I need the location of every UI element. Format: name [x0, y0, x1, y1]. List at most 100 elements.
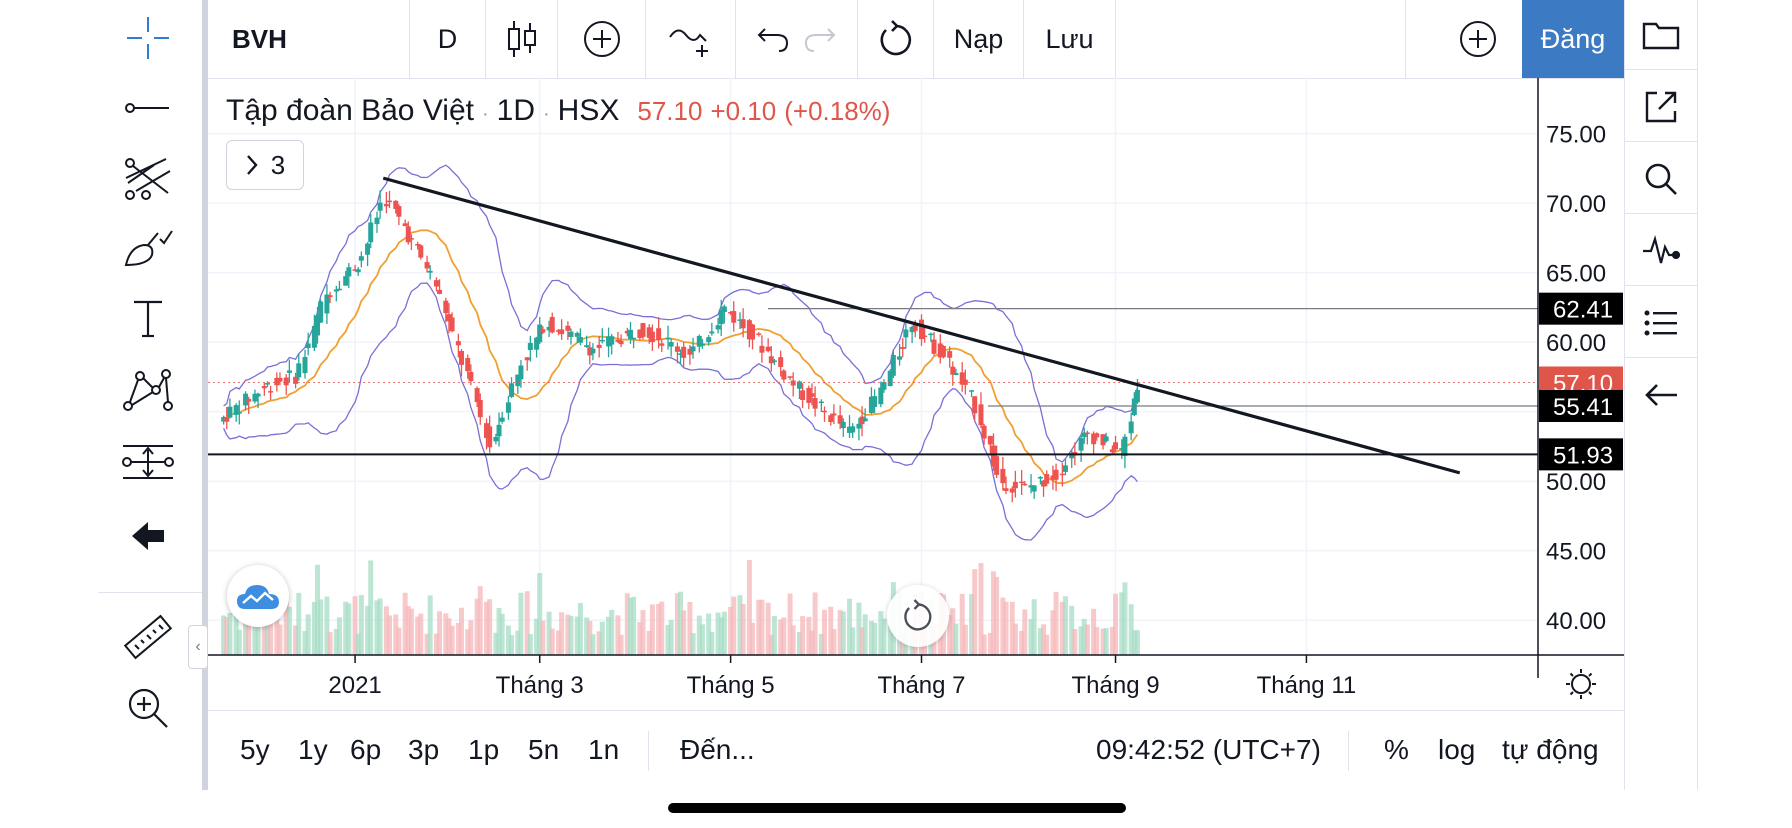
collapse-panel-button[interactable] [1625, 360, 1697, 430]
save-button[interactable]: Lưu [1024, 0, 1116, 78]
volume-bar [728, 606, 734, 655]
search-button[interactable] [1625, 144, 1697, 214]
text-tool-button[interactable] [116, 290, 180, 346]
volume-bar [283, 597, 289, 655]
candle [627, 321, 633, 344]
volume-bar [286, 606, 292, 655]
volume-bar [355, 633, 361, 655]
candle [346, 263, 352, 289]
symbol-search-button[interactable]: BVH [208, 0, 410, 78]
compare-button[interactable] [558, 0, 646, 78]
undo-icon[interactable] [757, 25, 789, 53]
candle [840, 418, 846, 437]
range-5n-button[interactable]: 5n [528, 734, 560, 765]
volume-bar [293, 625, 299, 655]
price-chart[interactable]: 75.0070.0065.0060.0055.0050.0045.0040.00… [208, 78, 1624, 708]
plus-circle-icon [1460, 21, 1496, 57]
add-button[interactable] [1444, 0, 1512, 78]
candle [565, 321, 571, 341]
volume-bar [509, 634, 515, 655]
back-tool-button[interactable] [116, 508, 180, 564]
auto-scale-button[interactable]: tự động [1502, 734, 1599, 765]
goto-date-button[interactable]: Đến... [680, 734, 755, 765]
volume-bar [590, 634, 596, 655]
candle [261, 383, 267, 396]
candle [534, 336, 540, 358]
range-6p-button[interactable]: 6p [350, 734, 382, 765]
moving-average-line [223, 229, 1139, 485]
volume-bar [781, 617, 787, 655]
candle [665, 325, 671, 350]
brush-tool-button[interactable] [116, 220, 180, 276]
trend-line[interactable] [382, 176, 1461, 475]
open-layout-button[interactable] [1625, 0, 1697, 70]
volume-bar [696, 615, 702, 655]
crosshair-tool-button[interactable] [116, 10, 180, 66]
candle [286, 359, 292, 383]
volume-bar [787, 593, 793, 655]
redo-icon[interactable] [804, 25, 836, 53]
volume-bar [771, 616, 777, 655]
volume-bar [493, 632, 499, 655]
volume-bar [1122, 582, 1128, 655]
candle [618, 334, 624, 348]
toolbar-divider [648, 731, 649, 771]
measure-tool-button[interactable] [116, 434, 180, 490]
range-1y-button[interactable]: 1y [298, 734, 328, 765]
candle [615, 332, 621, 343]
indicators-toggle-button[interactable]: 3 [226, 140, 304, 190]
volume-bar [721, 611, 727, 655]
pattern-tool-button[interactable] [116, 362, 180, 418]
interval-button[interactable]: D [410, 0, 486, 78]
candle [509, 377, 515, 399]
volume-bar [868, 621, 874, 655]
volume-bar [343, 601, 349, 655]
range-1n-button[interactable]: 1n [588, 734, 620, 765]
scale-settings-button[interactable] [1566, 669, 1596, 699]
candle [953, 368, 959, 376]
candle [396, 204, 402, 226]
volume-bar [656, 604, 662, 655]
candle [1037, 476, 1043, 485]
candle [850, 423, 856, 438]
reset-button[interactable] [858, 0, 934, 78]
popout-button[interactable] [1625, 72, 1697, 142]
signup-button[interactable]: Đăng [1522, 0, 1624, 78]
candle [609, 334, 615, 355]
volume-bar [596, 631, 602, 655]
candle [972, 396, 978, 421]
volume-bar [333, 628, 339, 655]
reset-chart-view-button[interactable] [887, 585, 949, 647]
fib-tool-button[interactable] [116, 150, 180, 206]
svg-text:62.41: 62.41 [1553, 297, 1613, 324]
range-3p-button[interactable]: 3p [408, 734, 440, 765]
chart-type-button[interactable] [486, 0, 558, 78]
range-5y-button[interactable]: 5y [240, 734, 270, 765]
data-window-button[interactable] [1625, 216, 1697, 286]
percent-scale-button[interactable]: % [1384, 734, 1409, 765]
ruler-tool-button[interactable] [116, 610, 180, 666]
volume-bar [900, 632, 906, 655]
log-scale-button[interactable]: log [1438, 734, 1476, 765]
candle [1091, 431, 1097, 455]
load-button[interactable]: Nạp [934, 0, 1024, 78]
zoom-tool-button[interactable] [116, 680, 180, 736]
timezone-clock[interactable]: 09:42:52 (UTC+7) [1096, 734, 1321, 765]
range-1p-button[interactable]: 1p [468, 734, 500, 765]
candle [1122, 433, 1128, 469]
volume-bar [415, 616, 421, 655]
collapse-toolbar-handle[interactable]: ‹ [188, 625, 208, 669]
volume-bar [1113, 593, 1119, 655]
watchlist-button[interactable] [1625, 288, 1697, 358]
indicators-button[interactable] [646, 0, 736, 78]
candle [377, 190, 383, 219]
trend-line-tool-button[interactable] [116, 80, 180, 136]
candle [1019, 470, 1025, 495]
refresh-icon [904, 599, 932, 631]
volume-bar [994, 576, 1000, 655]
y-tick-label: 50.00 [1546, 469, 1606, 496]
legend-exchange: HSX [557, 94, 620, 127]
cloud-chart-button[interactable] [227, 565, 289, 627]
volume-bar [959, 593, 965, 655]
volume-bar [496, 607, 502, 655]
